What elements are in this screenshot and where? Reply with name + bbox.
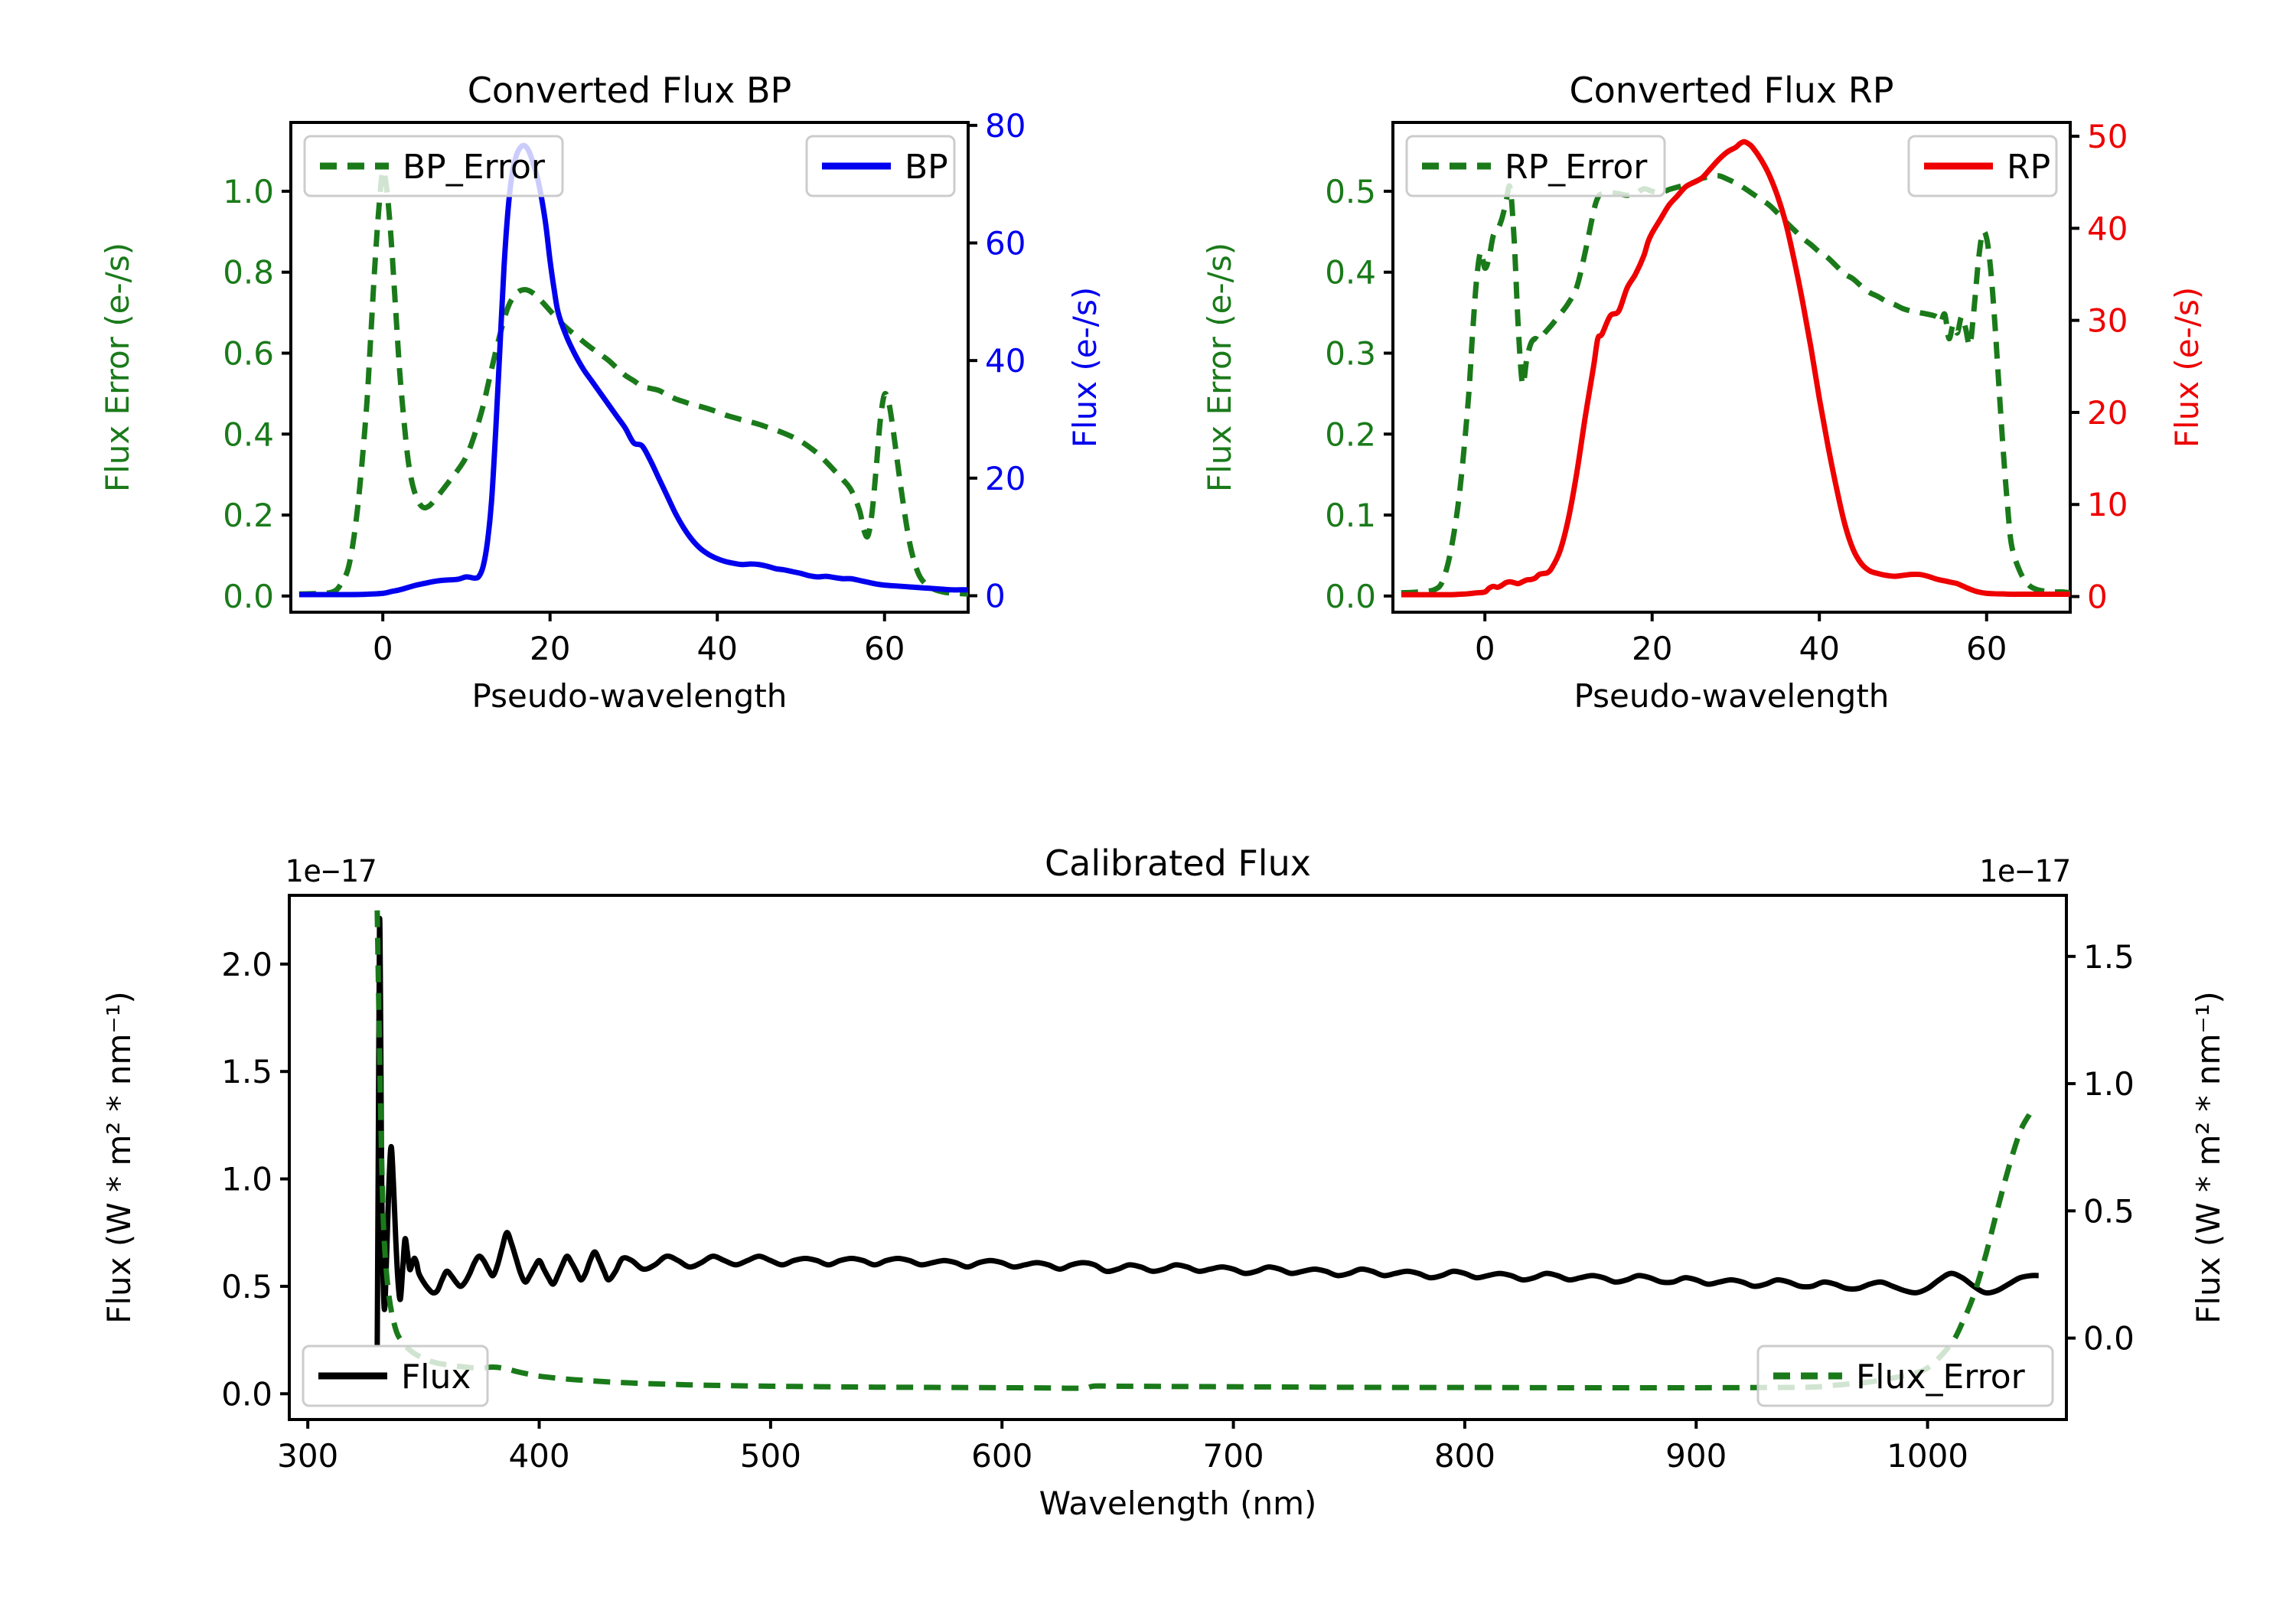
- right-y-axis-label: Flux (W * m² * nm⁻¹): [2190, 991, 2227, 1324]
- plot-frame: [289, 121, 970, 614]
- x-tick-label: 20: [530, 630, 570, 667]
- chart-calibrated-flux: Calibrated Flux 1e−17 1e−17 300 400 500 600 700…: [100, 843, 2227, 1522]
- series-line-rp: [1401, 139, 2070, 598]
- x-tick-label: 0: [373, 630, 393, 667]
- left-y-axis-label: Flux Error (e-/s): [99, 243, 136, 492]
- x-tick-label: 60: [864, 630, 905, 667]
- left-y-tick-label: 0.4: [223, 416, 274, 453]
- x-tick-label: 600: [971, 1437, 1032, 1475]
- left-y-tick-label: 1.5: [221, 1053, 272, 1090]
- right-y-tick-label: 40: [985, 342, 1026, 380]
- right-y-tick-label: 10: [2087, 486, 2128, 523]
- chart-title: Converted Flux RP: [1570, 70, 1894, 111]
- legend-label: Flux: [401, 1358, 471, 1397]
- left-y-axis-label: Flux Error (e-/s): [1201, 243, 1238, 492]
- x-tick-label: 700: [1202, 1437, 1264, 1475]
- x-tick-label: 0: [1475, 630, 1495, 667]
- legend-flux[interactable]: Flux: [302, 1345, 489, 1407]
- left-y-tick-label: 0.0: [1325, 578, 1376, 615]
- left-y-tick-label: 0.2: [223, 497, 274, 534]
- legend-bp[interactable]: BP: [805, 135, 956, 197]
- x-tick-label: 40: [1799, 630, 1839, 667]
- left-y-tick-label: 0.4: [1325, 254, 1376, 292]
- x-axis-label: Wavelength (nm): [1039, 1485, 1317, 1522]
- plot-frame: [288, 894, 2068, 1421]
- right-axis-offset-label: 1e−17: [1979, 854, 2071, 889]
- right-y-tick-label: 30: [2087, 302, 2128, 340]
- plot-frame: [1391, 121, 2072, 614]
- legend-label: BP: [905, 148, 948, 187]
- left-y-tick-label: 0.0: [221, 1375, 272, 1413]
- left-y-tick-label: 0.6: [223, 334, 274, 372]
- x-tick-label: 900: [1665, 1437, 1727, 1475]
- left-y-axis-label: Flux (W * m² * nm⁻¹): [100, 991, 138, 1324]
- right-y-tick-label: 20: [985, 460, 1026, 497]
- panel-converted-flux-bp: Converted Flux BP 0 20 40 60 Pseudo-wavelengt…: [0, 70, 1148, 804]
- x-tick-label: 300: [277, 1437, 338, 1475]
- right-y-axis-label: Flux (e-/s): [2168, 287, 2206, 448]
- x-axis-label: Pseudo-wavelength: [472, 677, 788, 715]
- x-axis-label: Pseudo-wavelength: [1574, 677, 1890, 715]
- x-tick-label: 500: [740, 1437, 801, 1475]
- series-line-flux: [374, 916, 2039, 1347]
- series-line-bp_error: [298, 168, 968, 597]
- left-axis-offset-label: 1e−17: [285, 854, 377, 889]
- left-y-tick-label: 0.0: [223, 578, 274, 615]
- left-y-tick-label: 0.3: [1325, 334, 1376, 372]
- left-y-tick-label: 2.0: [221, 946, 272, 983]
- panel-converted-flux-rp: Converted Flux RP 0 20 40 60 Pseudo-wavelengt…: [1102, 70, 2250, 804]
- left-y-tick-label: 1.0: [223, 173, 274, 210]
- panel-calibrated-flux: Calibrated Flux 1e−17 1e−17 300 400 500 600 700…: [0, 823, 2296, 1607]
- left-y-tick-label: 0.5: [1325, 173, 1376, 210]
- right-y-tick-label: 0: [985, 577, 1006, 614]
- x-tick-label: 60: [1966, 630, 2007, 667]
- right-y-tick-label: 20: [2087, 394, 2128, 432]
- chart-converted-flux-bp: Converted Flux BP 0 20 40 60 Pseudo-wavelengt…: [99, 70, 1104, 715]
- series-line-rp_error: [1401, 173, 2070, 596]
- right-y-axis-label: Flux (e-/s): [1066, 287, 1104, 448]
- x-tick-label: 800: [1434, 1437, 1495, 1475]
- legend-rp_error[interactable]: RP_Error: [1405, 135, 1666, 197]
- chart-title: Converted Flux BP: [468, 70, 792, 111]
- legend-label: RP: [2007, 148, 2050, 187]
- legend-label: Flux_Error: [1856, 1358, 2026, 1397]
- legend-flux_error[interactable]: Flux_Error: [1756, 1345, 2054, 1407]
- right-y-tick-label: 0.0: [2083, 1320, 2135, 1358]
- right-y-tick-label: 0.5: [2083, 1192, 2135, 1230]
- legend-label: BP_Error: [403, 148, 546, 187]
- right-y-tick-label: 0: [2087, 579, 2108, 616]
- x-tick-label: 40: [696, 630, 737, 667]
- legend-label: RP_Error: [1505, 148, 1648, 187]
- right-y-tick-label: 1.5: [2083, 938, 2135, 976]
- chart-converted-flux-rp: Converted Flux RP 0 20 40 60 Pseudo-wavelengt…: [1201, 70, 2206, 715]
- right-y-tick-label: 60: [985, 225, 1026, 262]
- left-y-tick-label: 0.5: [221, 1268, 272, 1305]
- right-y-tick-label: 40: [2087, 210, 2128, 247]
- right-y-tick-label: 80: [985, 107, 1026, 145]
- right-y-tick-label: 50: [2087, 118, 2128, 155]
- x-tick-label: 20: [1632, 630, 1672, 667]
- chart-title: Calibrated Flux: [1045, 843, 1311, 884]
- left-y-tick-label: 0.8: [223, 254, 274, 292]
- series-line-bp: [298, 142, 968, 598]
- x-tick-label: 1000: [1887, 1437, 1968, 1475]
- right-y-tick-label: 1.0: [2083, 1065, 2135, 1103]
- left-y-tick-label: 0.2: [1325, 416, 1376, 453]
- x-tick-label: 400: [508, 1437, 569, 1475]
- series-line-flux_error: [374, 910, 2032, 1391]
- left-y-tick-label: 1.0: [221, 1161, 272, 1198]
- legend-bp_error[interactable]: BP_Error: [303, 135, 564, 197]
- legend-rp[interactable]: RP: [1907, 135, 2058, 197]
- left-y-tick-label: 0.1: [1325, 497, 1376, 534]
